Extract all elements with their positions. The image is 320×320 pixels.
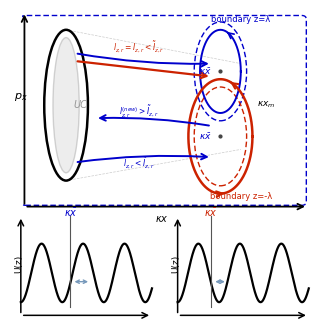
Text: boundary z=λ: boundary z=λ (211, 15, 270, 24)
Text: UC: UC (74, 100, 88, 110)
Ellipse shape (53, 37, 79, 173)
Text: $\kappa\bar{x}$: $\kappa\bar{x}$ (199, 66, 212, 77)
Text: $\kappa\bar{x}$: $\kappa\bar{x}$ (199, 131, 212, 142)
Text: $l_{z,r}^{(new)}>\tilde{I}_{z,r}$: $l_{z,r}^{(new)}>\tilde{I}_{z,r}$ (119, 103, 159, 119)
Text: U(z): U(z) (171, 255, 180, 273)
Text: $l_{z,r}=I_{z,r}<\tilde{I}_{z,r}$: $l_{z,r}=I_{z,r}<\tilde{I}_{z,r}$ (113, 39, 164, 54)
Text: $\kappa x$: $\kappa x$ (156, 214, 169, 224)
Text: $\kappa\bar{x}$: $\kappa\bar{x}$ (64, 207, 77, 219)
Text: U(z): U(z) (14, 255, 23, 273)
Text: $l_{z,r}<\tilde{I}_{z,r}$: $l_{z,r}<\tilde{I}_{z,r}$ (123, 155, 155, 170)
Text: $\kappa\bar{x}$: $\kappa\bar{x}$ (204, 207, 218, 219)
Text: boundary z=-λ: boundary z=-λ (210, 192, 272, 201)
Text: $\kappa x_m$: $\kappa x_m$ (257, 100, 275, 110)
Text: $p_x$: $p_x$ (14, 92, 28, 103)
